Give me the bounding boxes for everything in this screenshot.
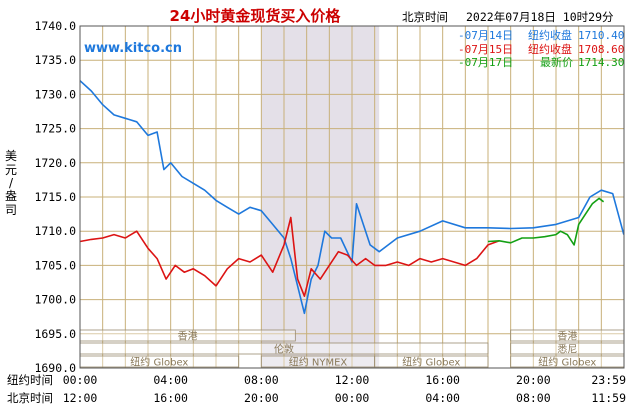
ny-time-tick: 08:00: [244, 373, 279, 387]
ny-time-tick: 12:00: [335, 373, 370, 387]
timezone-label: 北京时间: [402, 10, 448, 24]
legend-label-0715: 纽约收盘: [528, 42, 572, 56]
y-tick-label: 1705.0: [34, 258, 76, 272]
session-label: 纽约 Globex: [402, 356, 460, 369]
chart-title: 24小时黄金现货买入价格: [170, 7, 342, 25]
y-tick-label: 1695.0: [34, 327, 76, 341]
session-label: 悉尼: [557, 344, 577, 356]
bj-time-tick: 12:00: [63, 391, 98, 405]
legend-value-0714: 1710.40: [578, 29, 624, 42]
ny-time-tick: 23:59: [591, 373, 626, 387]
session-label: 纽约 Globex: [538, 356, 596, 369]
legend-date-0714: -07月14日: [458, 29, 513, 42]
series-line-07月15日: [79, 216, 500, 298]
session-label: 纽约 Globex: [130, 356, 188, 369]
series-line-07月14日: [79, 80, 625, 315]
bj-time-tick: 08:00: [516, 391, 551, 405]
x-axis-ticks: 00:00 12:00 04:00 16:00 08:00 20:00 12:00 00:00…: [63, 373, 626, 405]
legend-value-0717: 1714.30: [578, 56, 624, 69]
session-label: 纽约 NYMEX: [289, 356, 348, 369]
y-axis-ticks: 1740.0 1735.0 1730.0 1725.0 1720.0 1715.0 1710…: [34, 19, 76, 375]
bj-time-tick: 16:00: [153, 391, 188, 405]
bj-time-label: 北京时间: [7, 391, 53, 405]
session-label: 香港: [178, 331, 198, 343]
series-line-07月17日: [487, 197, 605, 246]
grid-lines: [79, 25, 625, 369]
legend: -07月14日 纽约收盘 1710.40 -07月15日 纽约收盘 1708.6…: [458, 28, 624, 69]
legend-date-0717: -07月17日: [458, 56, 513, 69]
y-label-char-2: 元: [5, 163, 17, 177]
ny-time-tick: 04:00: [153, 373, 188, 387]
y-tick-label: 1720.0: [34, 156, 76, 170]
y-label-char-1: 美: [5, 149, 17, 163]
ny-time-tick: 20:00: [516, 373, 551, 387]
bj-time-tick: 00:00: [335, 391, 370, 405]
ny-time-tick: 16:00: [425, 373, 460, 387]
watermark-url: www.kitco.cn: [84, 41, 182, 56]
bj-time-tick: 04:00: [425, 391, 460, 405]
y-tick-label: 1700.0: [34, 293, 76, 307]
session-box: [374, 355, 489, 368]
y-tick-label: 1710.0: [34, 224, 76, 238]
price-series: [79, 80, 625, 315]
y-label-char-4: 盎: [5, 189, 17, 203]
y-axis-label: 美 元 / 盎 司: [5, 149, 17, 217]
session-label: 香港: [557, 331, 577, 343]
plot-border: [79, 25, 625, 369]
y-tick-label: 1725.0: [34, 122, 76, 136]
session-label: 伦敦: [274, 343, 294, 356]
bj-time-tick: 20:00: [244, 391, 279, 405]
bj-time-tick: 11:59: [591, 391, 626, 405]
legend-label-0714: 纽约收盘: [528, 28, 572, 42]
update-datetime: 2022年07月18日 10时29分: [466, 10, 614, 24]
y-tick-label: 1730.0: [34, 87, 76, 101]
y-label-char-3: /: [9, 176, 14, 190]
y-tick-label: 1740.0: [34, 19, 76, 33]
ny-time-label: 纽约时间: [7, 373, 53, 387]
y-tick-label: 1690.0: [34, 361, 76, 375]
y-tick-label: 1715.0: [34, 190, 76, 204]
ny-time-tick: 00:00: [63, 373, 98, 387]
legend-label-0717: 最新价: [540, 55, 573, 69]
y-label-char-5: 司: [5, 203, 17, 217]
legend-date-0715: -07月15日: [458, 43, 513, 56]
y-tick-label: 1735.0: [34, 53, 76, 67]
legend-value-0715: 1708.60: [578, 43, 624, 56]
